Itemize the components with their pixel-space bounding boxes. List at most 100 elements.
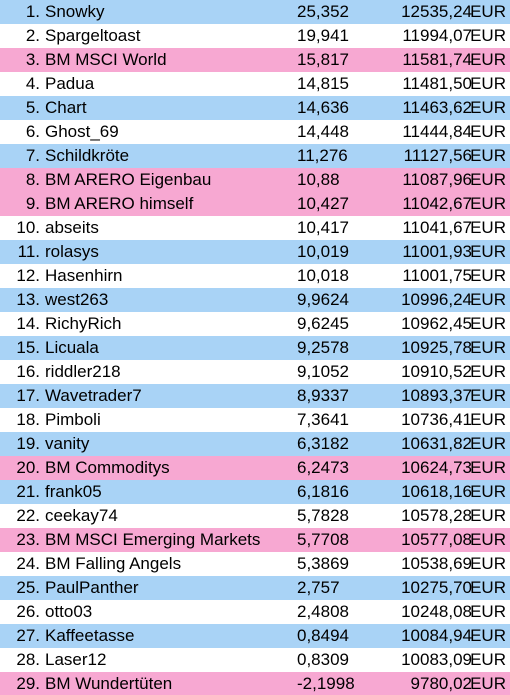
percent-cell: 9,6245 xyxy=(297,314,349,333)
percent-cell: 9,2578 xyxy=(297,338,349,357)
amount-cell: 11994,07 xyxy=(402,26,472,45)
table-row: 1. Snowky 25,352 12535,24 EUR xyxy=(0,0,510,24)
name-cell: otto03 xyxy=(45,602,93,621)
rank-cell: 3. xyxy=(25,50,40,69)
amount-cell: 11127,56 xyxy=(403,146,472,165)
amount-cell: 11444,84 xyxy=(402,122,472,141)
name-cell: Padua xyxy=(45,74,95,93)
name-cell: Ghost_69 xyxy=(45,122,119,141)
name-cell: RichyRich xyxy=(45,314,122,333)
amount-cell: 11581,74 xyxy=(402,50,472,69)
rank-cell: 28. xyxy=(16,650,40,669)
currency-cell: EUR xyxy=(470,530,506,549)
rank-cell: 17. xyxy=(16,386,40,405)
percent-cell: 5,7708 xyxy=(297,530,349,549)
amount-cell: 10624,73 xyxy=(401,458,472,477)
table-row: 2. Spargeltoast 19,941 11994,07 EUR xyxy=(0,24,510,48)
currency-cell: EUR xyxy=(470,506,506,525)
amount-cell: 11041,67 xyxy=(402,218,472,237)
percent-cell: 5,3869 xyxy=(297,554,349,573)
name-cell: Snowky xyxy=(45,2,105,21)
amount-cell: 10577,08 xyxy=(401,530,472,549)
percent-cell: 10,018 xyxy=(297,266,349,285)
table-row: 17. Wavetrader7 8,9337 10893,37 EUR xyxy=(0,384,510,408)
amount-cell: 11001,75 xyxy=(402,266,472,285)
table-row: 23. BM MSCI Emerging Markets 5,7708 10577,0… xyxy=(0,528,510,552)
rank-cell: 8. xyxy=(25,170,40,189)
amount-cell: 10538,69 xyxy=(401,554,472,573)
table-row: 25. PaulPanther 2,757 10275,70 EUR xyxy=(0,576,510,600)
amount-cell: 10083,09 xyxy=(401,650,472,669)
currency-cell: EUR xyxy=(470,290,506,309)
rank-cell: 22. xyxy=(16,506,40,525)
percent-cell: 10,427 xyxy=(297,194,349,213)
currency-cell: EUR xyxy=(470,578,506,597)
currency-cell: EUR xyxy=(470,482,506,501)
rank-cell: 9. xyxy=(25,194,40,213)
percent-cell: 11,276 xyxy=(297,146,348,165)
name-cell: Schildkröte xyxy=(45,146,130,165)
currency-cell: EUR xyxy=(470,218,506,237)
rank-cell: 6. xyxy=(25,122,40,141)
currency-cell: EUR xyxy=(470,146,506,165)
currency-cell: EUR xyxy=(470,2,506,21)
rank-cell: 7. xyxy=(25,146,40,165)
currency-cell: EUR xyxy=(470,122,506,141)
name-cell: Spargeltoast xyxy=(45,26,141,45)
currency-cell: EUR xyxy=(470,602,506,621)
name-cell: Wavetrader7 xyxy=(45,386,142,405)
amount-cell: 10631,82 xyxy=(401,434,472,453)
rank-cell: 21. xyxy=(16,482,40,501)
amount-cell: 10910,52 xyxy=(401,362,472,381)
amount-cell: 12535,24 xyxy=(401,2,472,21)
percent-cell: 19,941 xyxy=(297,26,349,45)
percent-cell: 14,636 xyxy=(297,98,349,117)
table-row: 12. Hasenhirn 10,018 11001,75 EUR xyxy=(0,264,510,288)
rank-cell: 18. xyxy=(16,410,40,429)
name-cell: Kaffeetasse xyxy=(45,626,135,645)
percent-cell: 7,3641 xyxy=(297,410,349,429)
table-row: 13. west263 9,9624 10996,24 EUR xyxy=(0,288,510,312)
percent-cell: 15,817 xyxy=(297,50,349,69)
percent-cell: 10,019 xyxy=(297,242,349,261)
table-row: 22. ceekay74 5,7828 10578,28 EUR xyxy=(0,504,510,528)
name-cell: BM ARERO himself xyxy=(45,194,194,213)
amount-cell: 10084,94 xyxy=(401,626,472,645)
name-cell: Hasenhirn xyxy=(45,266,123,285)
table-row: 3. BM MSCI World 15,817 11581,74 EUR xyxy=(0,48,510,72)
percent-cell: 14,815 xyxy=(297,74,349,93)
table-row: 28. Laser12 0,8309 10083,09 EUR xyxy=(0,648,510,672)
currency-cell: EUR xyxy=(470,170,506,189)
rank-cell: 4. xyxy=(25,74,40,93)
rank-cell: 15. xyxy=(16,338,40,357)
rank-cell: 11. xyxy=(17,242,40,261)
name-cell: Licuala xyxy=(45,338,99,357)
percent-cell: 9,9624 xyxy=(297,290,349,309)
table-row: 8. BM ARERO Eigenbau 10,88 11087,96 EUR xyxy=(0,168,510,192)
currency-cell: EUR xyxy=(470,98,506,117)
table-row: 21. frank05 6,1816 10618,16 EUR xyxy=(0,480,510,504)
amount-cell: 11042,67 xyxy=(402,194,472,213)
table-row: 16. riddler218 9,1052 10910,52 EUR xyxy=(0,360,510,384)
currency-cell: EUR xyxy=(470,194,506,213)
currency-cell: EUR xyxy=(470,338,506,357)
percent-cell: 2,757 xyxy=(297,578,340,597)
amount-cell: 10275,70 xyxy=(401,578,472,597)
currency-cell: EUR xyxy=(470,266,506,285)
currency-cell: EUR xyxy=(470,74,506,93)
rank-cell: 5. xyxy=(25,98,40,117)
name-cell: BM MSCI Emerging Markets xyxy=(45,530,261,549)
percent-cell: 25,352 xyxy=(297,2,349,21)
currency-cell: EUR xyxy=(470,650,506,669)
rank-cell: 26. xyxy=(16,602,40,621)
name-cell: PaulPanther xyxy=(45,578,139,597)
percent-cell: 6,3182 xyxy=(297,434,349,453)
table-row: 19. vanity 6,3182 10631,82 EUR xyxy=(0,432,510,456)
rank-cell: 13. xyxy=(16,290,40,309)
percent-cell: 5,7828 xyxy=(297,506,349,525)
table-row: 14. RichyRich 9,6245 10962,45 EUR xyxy=(0,312,510,336)
rank-cell: 23. xyxy=(16,530,40,549)
amount-cell: 11087,96 xyxy=(402,170,472,189)
table-row: 26. otto03 2,4808 10248,08 EUR xyxy=(0,600,510,624)
